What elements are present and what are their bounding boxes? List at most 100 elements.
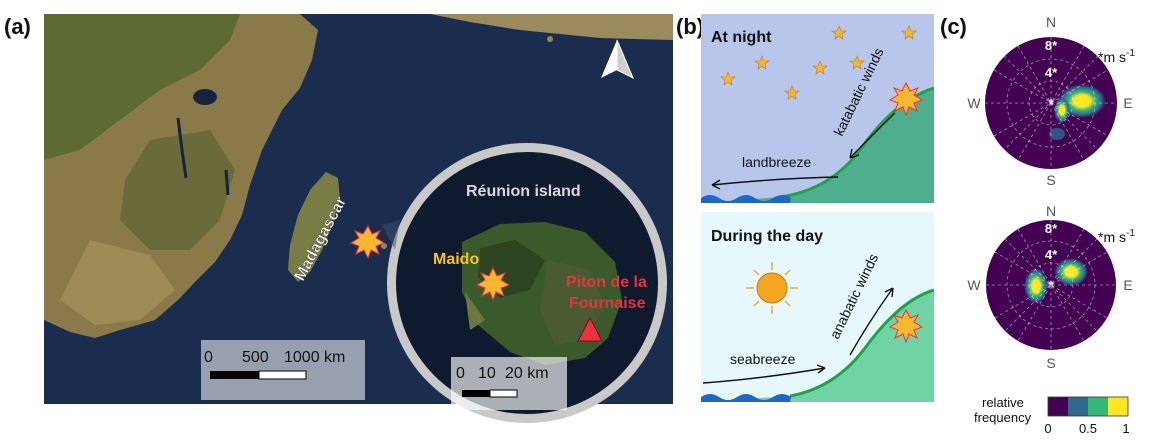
- day-slope-outline: [789, 288, 934, 398]
- night-scene: [701, 14, 934, 203]
- anabatic-arrowhead: [884, 287, 894, 298]
- seychelles: [547, 36, 553, 42]
- star-icon: [831, 25, 847, 40]
- north-arrow-icon: [601, 39, 634, 80]
- africa-south: [60, 240, 175, 325]
- colorbar-swatch-2: [1088, 397, 1108, 416]
- lake-victoria: [193, 89, 217, 105]
- colorbar-tick-0: 0: [1044, 421, 1051, 436]
- star-icon: [784, 85, 800, 100]
- piton-volcano-triangle: [577, 316, 603, 342]
- star-icon: [754, 55, 770, 70]
- night-title: At night: [711, 29, 772, 46]
- scalebar-inset-white: [489, 389, 518, 398]
- polar-night-ring-4: 4*: [1045, 65, 1058, 80]
- scalebar-main-tick-0: 0: [204, 349, 213, 366]
- katabatic-arrowhead: [849, 148, 860, 159]
- madagascar: [288, 172, 340, 282]
- polar-day-hotspot-ne: [1054, 258, 1088, 286]
- mauritius: [381, 243, 387, 249]
- day-title: During the day: [711, 228, 823, 245]
- colorbar-tick-1: 0.5: [1079, 421, 1097, 436]
- colorbar-swatch-1: [1068, 397, 1088, 416]
- maido-star: [475, 266, 511, 302]
- lake-malawi: [224, 169, 230, 196]
- polar-day-w: W: [967, 277, 981, 293]
- panel-b-label: (b): [676, 14, 704, 39]
- star-icon: [720, 71, 736, 86]
- night-stars: [720, 25, 917, 100]
- polar-day-hotspot-w: [1024, 268, 1048, 304]
- polar-day-s: S: [1046, 355, 1055, 371]
- colorbar-tick-2: 1: [1122, 421, 1129, 436]
- piton-label-line2: Fournaise: [569, 295, 646, 312]
- polar-day-grid: [986, 220, 1116, 350]
- scalebar-inset: 0 10 20 km: [451, 357, 567, 410]
- polar-day-center: *: [1048, 278, 1054, 293]
- scalebar-inset-tick-0: 0: [456, 365, 465, 382]
- polar-night-grid: [985, 37, 1117, 169]
- panel-c: (c) N S W E 8* 4* * *m s-1 N: [940, 14, 1135, 436]
- polar-day-ring-8: 8*: [1045, 221, 1058, 236]
- night-summit-star: [888, 81, 924, 117]
- scalebar-main-tick-2: 1000 km: [284, 349, 345, 366]
- polar-night-center: *: [1048, 96, 1054, 111]
- lake-tanganyika: [176, 117, 188, 179]
- scalebar-main-white: [258, 370, 307, 380]
- polar-plot-day: N S W E 8* 4* * *m s-1: [967, 203, 1135, 371]
- scalebar-main: 0 500 1000 km: [201, 340, 365, 400]
- landbreeze-arrowhead: [711, 179, 721, 190]
- star-icon: [901, 25, 917, 40]
- maido-label: Maido: [433, 251, 479, 268]
- polar-day-n: N: [1046, 203, 1056, 219]
- colorbar-title-line2: frequency: [974, 410, 1032, 425]
- night-sea-waves: [701, 195, 791, 203]
- scalebar-main-tick-1: 500: [242, 349, 269, 366]
- polar-night-n: N: [1046, 14, 1056, 30]
- seabreeze-label: seabreeze: [730, 351, 796, 367]
- panel-c-label: (c): [940, 14, 967, 39]
- africa-vegetation: [44, 14, 240, 160]
- reunion-location-star: [349, 224, 386, 260]
- polar-day-e: E: [1123, 277, 1132, 293]
- piton-label-line1: Piton de la: [566, 274, 647, 291]
- reunion-inset: Réunion island Maido Piton de la Fournai…: [382, 143, 667, 423]
- scalebar-main-black: [210, 371, 259, 379]
- colorbar-title-line1: relative: [982, 395, 1024, 410]
- polar-night-unit: *m s-1: [1098, 48, 1135, 65]
- panel-b: (b) At night katabatic winds landbreeze: [676, 14, 934, 402]
- seabreeze-arrowhead: [816, 364, 826, 374]
- star-icon: [812, 60, 828, 75]
- reunion-title: Réunion island: [466, 183, 581, 200]
- seabreeze-arrow: [702, 367, 826, 384]
- anabatic-arrow: [849, 287, 894, 356]
- polar-night-e: E: [1123, 95, 1132, 111]
- day-sea-waves: [701, 394, 791, 402]
- landbreeze-label: landbreeze: [742, 154, 811, 170]
- polar-night-ring-8: 8*: [1045, 38, 1058, 53]
- landbreeze-arrow: [711, 176, 839, 186]
- day-slope: [701, 290, 934, 402]
- polar-night-hotspot-center: [1054, 97, 1070, 123]
- scalebar-inset-tick-2: 20 km: [505, 365, 549, 382]
- polar-day-ring-4: 4*: [1045, 247, 1058, 262]
- katabatic-arrow: [849, 112, 896, 159]
- day-scene: [701, 212, 934, 402]
- polar-night-hotspot-south: [1049, 128, 1065, 140]
- colorbar: relative frequency 0 0.5 1: [974, 395, 1130, 436]
- africa-interior: [120, 130, 235, 250]
- colorbar-swatch-0: [1048, 397, 1068, 416]
- panel-a-label: (a): [4, 14, 31, 39]
- panel-a: (a) Madagascar: [4, 14, 673, 423]
- polar-plot-night: N S W E 8* 4* * *m s-1: [967, 14, 1135, 188]
- arabia: [430, 14, 673, 40]
- scalebar-inset-black: [462, 390, 490, 397]
- scalebar-inset-tick-1: 10: [478, 365, 496, 382]
- star-icon: [849, 55, 865, 70]
- polar-night-s: S: [1046, 172, 1055, 188]
- reunion-west-coast: [465, 292, 485, 330]
- polar-night-w: W: [967, 95, 981, 111]
- sun-icon: [746, 262, 798, 314]
- night-slope: [701, 88, 934, 203]
